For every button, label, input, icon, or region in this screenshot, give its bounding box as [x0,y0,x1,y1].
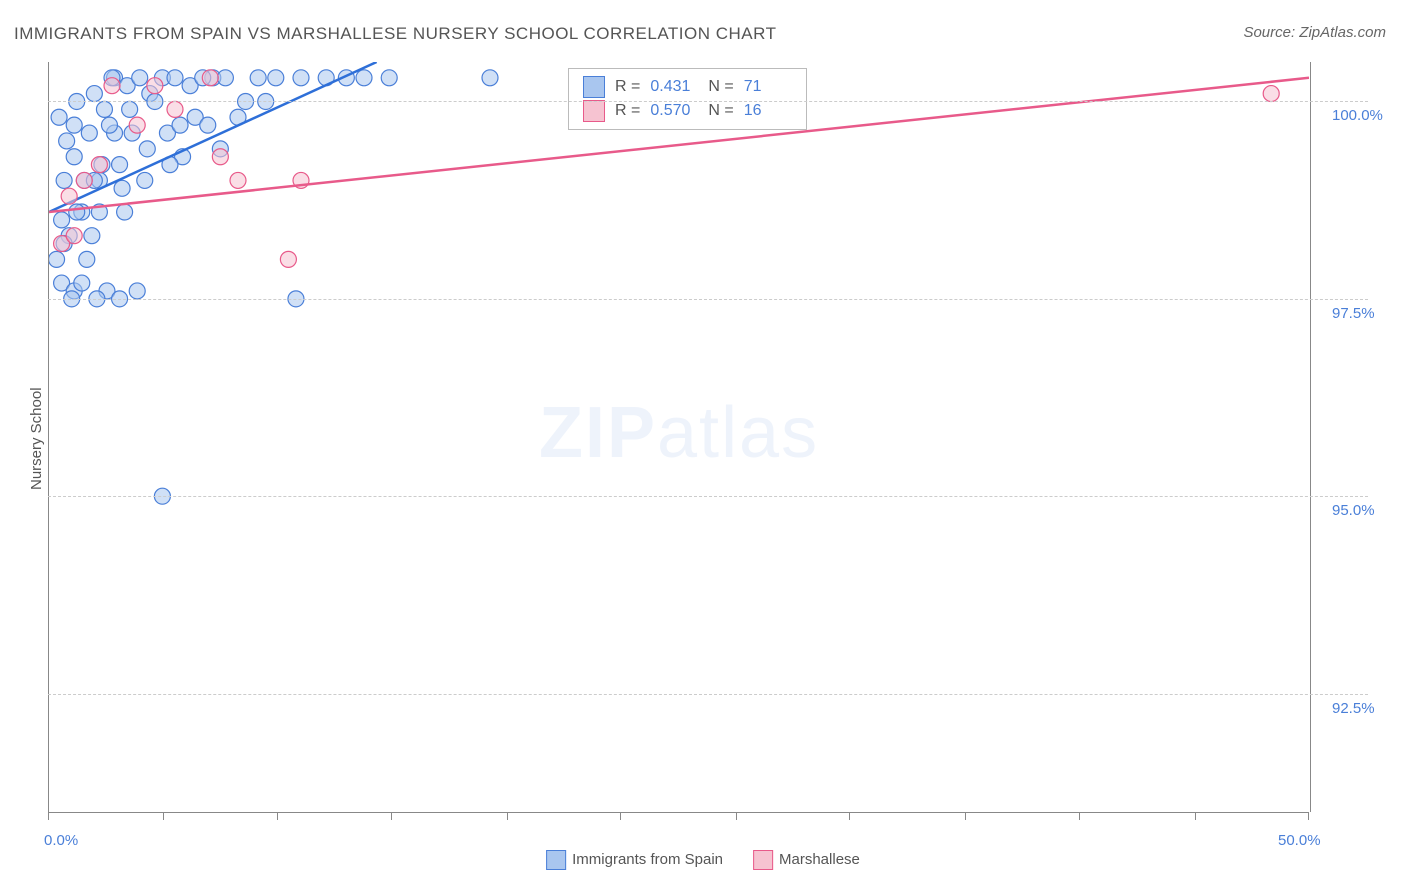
scatter-point [122,101,138,117]
scatter-point [81,125,97,141]
scatter-point [86,86,102,102]
legend-swatch [753,850,773,870]
stat-r-value: 0.431 [650,75,698,99]
scatter-point [49,251,65,267]
x-tick [391,812,392,820]
scatter-point [137,172,153,188]
scatter-point [114,180,130,196]
x-tick [849,812,850,820]
scatter-point [74,275,90,291]
scatter-point [56,172,72,188]
stat-n-value: 71 [744,75,792,99]
chart-svg [49,62,1309,812]
gridline-h [48,299,1368,300]
x-tick [620,812,621,820]
scatter-point [139,141,155,157]
y-axis-label: Nursery School [28,387,45,490]
scatter-point [212,149,228,165]
scatter-point [69,204,85,220]
x-tick-label: 50.0% [1278,832,1321,849]
scatter-point [167,70,183,86]
scatter-point [66,228,82,244]
scatter-point [356,70,372,86]
x-tick [507,812,508,820]
x-tick [163,812,164,820]
stat-label-n: N = [708,75,733,99]
scatter-point [61,188,77,204]
gridline-h [48,496,1368,497]
legend-label: Marshallese [779,851,860,868]
scatter-point [59,133,75,149]
x-tick [1079,812,1080,820]
gridline-h [48,694,1368,695]
x-tick [277,812,278,820]
scatter-point [167,101,183,117]
scatter-point [104,78,120,94]
stat-row: R = 0.570 N = 16 [583,99,792,123]
x-tick [1308,812,1309,820]
scatter-point [76,172,92,188]
scatter-point [280,251,296,267]
stat-swatch [583,100,605,122]
bottom-legend: Immigrants from Spain Marshallese [546,850,860,870]
scatter-point [117,204,133,220]
x-tick [48,812,49,820]
scatter-point [132,70,148,86]
stat-box: R = 0.431 N = 71 R = 0.570 N = 16 [568,68,807,130]
scatter-point [230,172,246,188]
scatter-point [84,228,100,244]
scatter-point [96,101,112,117]
scatter-point [112,157,128,173]
scatter-point [66,117,82,133]
scatter-point [129,117,145,133]
x-tick [736,812,737,820]
stat-n-value: 16 [744,99,792,123]
scatter-point [79,251,95,267]
stat-label-n: N = [708,99,733,123]
scatter-point [51,109,67,125]
scatter-point [172,117,188,133]
scatter-point [482,70,498,86]
scatter-point [129,283,145,299]
scatter-point [1263,86,1279,102]
scatter-point [54,212,70,228]
stat-label-r: R = [615,75,640,99]
y-tick-label: 100.0% [1332,107,1383,124]
scatter-point [147,78,163,94]
gridline-h [48,101,1368,102]
x-tick [965,812,966,820]
scatter-point [250,70,266,86]
scatter-point [217,70,233,86]
y-tick-label: 95.0% [1332,502,1375,519]
legend-item: Immigrants from Spain [546,850,723,870]
stat-row: R = 0.431 N = 71 [583,75,792,99]
scatter-point [268,70,284,86]
scatter-point [293,70,309,86]
legend-swatch [546,850,566,870]
y-tick-label: 92.5% [1332,700,1375,717]
chart-title: IMMIGRANTS FROM SPAIN VS MARSHALLESE NUR… [14,24,776,44]
scatter-point [101,117,117,133]
scatter-point [381,70,397,86]
legend-item: Marshallese [753,850,860,870]
scatter-point [200,117,216,133]
legend-label: Immigrants from Spain [572,851,723,868]
stat-label-r: R = [615,99,640,123]
scatter-point [66,149,82,165]
x-tick-label: 0.0% [44,832,78,849]
plot-area: ZIPatlas [48,62,1309,813]
chart-source: Source: ZipAtlas.com [1243,24,1386,41]
x-tick [1195,812,1196,820]
stat-r-value: 0.570 [650,99,698,123]
scatter-point [202,70,218,86]
y-tick-label: 97.5% [1332,305,1375,322]
stat-swatch [583,76,605,98]
scatter-point [91,157,107,173]
